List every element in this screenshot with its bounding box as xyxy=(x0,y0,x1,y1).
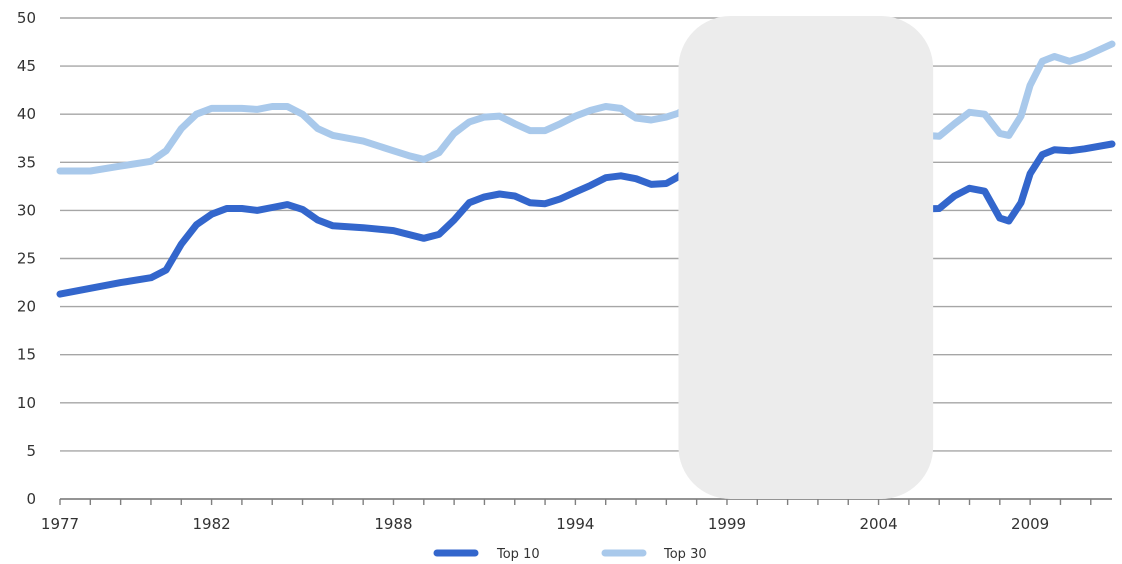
x-tick-label: 2004 xyxy=(859,515,897,533)
x-tick-label: 2009 xyxy=(1011,515,1049,533)
y-tick-label: 20 xyxy=(17,298,36,316)
x-tick-label: 1999 xyxy=(708,515,746,533)
y-tick-label: 45 xyxy=(17,57,36,75)
x-tick-label: 1988 xyxy=(374,515,412,533)
x-tick-label: 1994 xyxy=(556,515,594,533)
series-line-top-10 xyxy=(56,140,1116,298)
horizontal-gridlines xyxy=(60,17,1112,500)
y-tick-label: 35 xyxy=(17,153,36,171)
y-tick-label: 50 xyxy=(17,9,36,27)
y-tick-label: 15 xyxy=(17,346,36,364)
x-axis: 1977 1982 1988 1994 1999 2004 2009 xyxy=(41,498,1112,533)
y-tick-label: 25 xyxy=(17,250,36,268)
y-tick-label: 5 xyxy=(26,442,36,460)
legend-label: Top 10 xyxy=(496,547,540,562)
y-axis-tick-labels: 0 5 10 15 20 25 30 35 40 45 50 xyxy=(17,9,36,508)
y-tick-label: 30 xyxy=(17,201,36,219)
y-tick-label: 40 xyxy=(17,105,36,123)
series-line-top-30 xyxy=(56,40,1116,175)
y-tick-label: 10 xyxy=(17,394,36,412)
x-tick-label: 1982 xyxy=(192,515,230,533)
occlusion-overlay xyxy=(678,16,934,499)
series-lines xyxy=(56,40,1116,298)
y-tick-label: 0 xyxy=(26,490,36,508)
legend-label: Top 30 xyxy=(663,547,707,562)
x-tick-label: 1977 xyxy=(41,515,79,533)
legend: Top 10 Top 30 xyxy=(433,547,707,562)
